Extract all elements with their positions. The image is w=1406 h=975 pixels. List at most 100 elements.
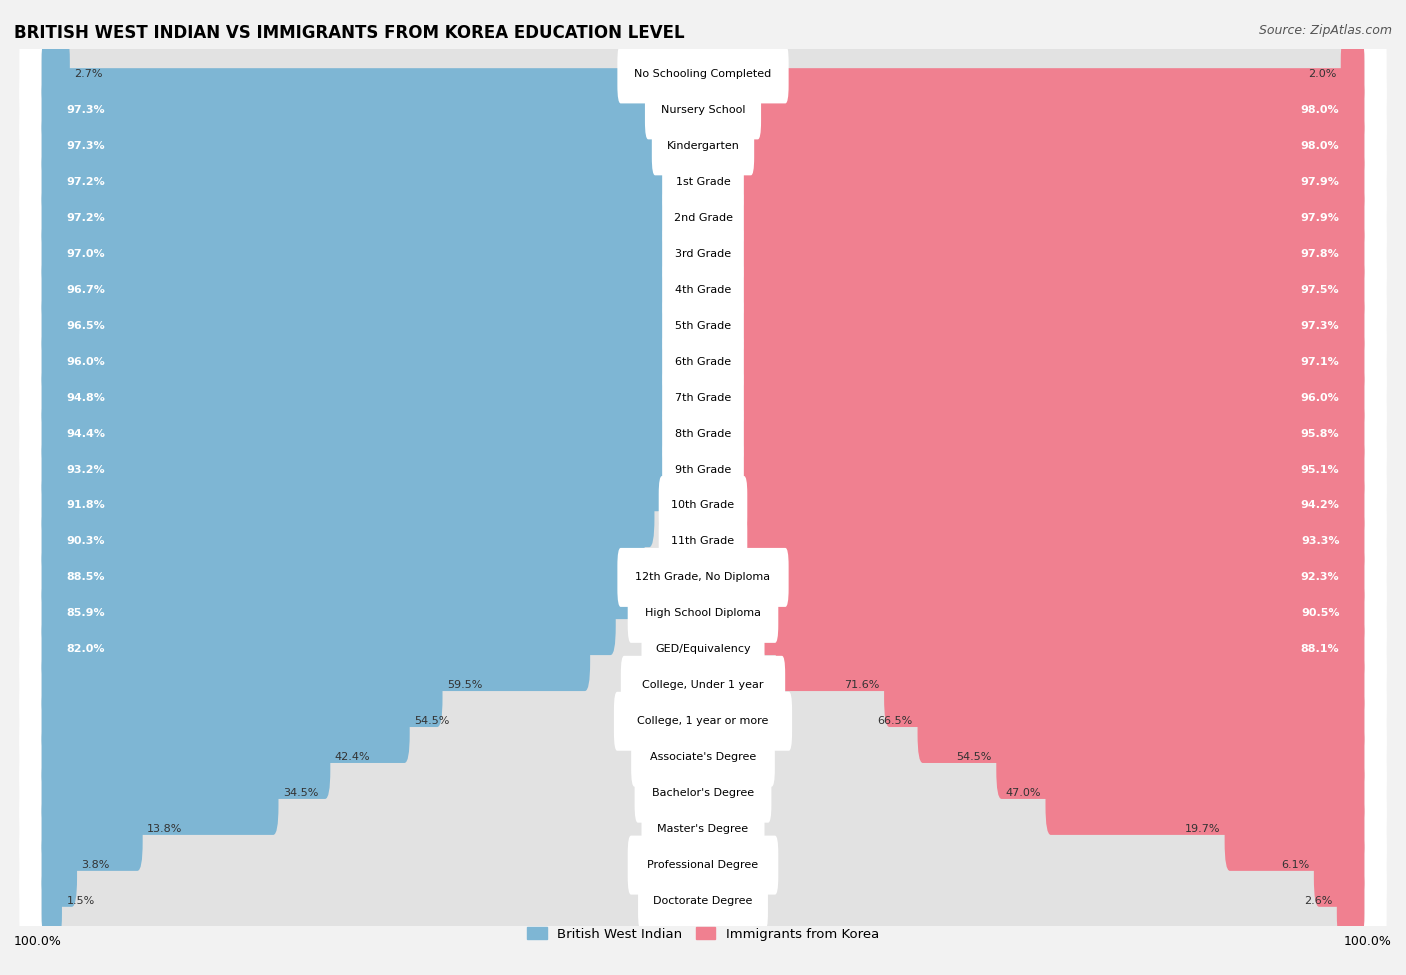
Text: 97.1%: 97.1% <box>1301 357 1340 367</box>
Text: 2.7%: 2.7% <box>75 69 103 79</box>
Text: 9th Grade: 9th Grade <box>675 464 731 475</box>
FancyBboxPatch shape <box>42 212 1364 295</box>
Text: 96.0%: 96.0% <box>1301 393 1340 403</box>
Text: 34.5%: 34.5% <box>283 788 318 799</box>
Text: 97.9%: 97.9% <box>1301 176 1340 187</box>
Text: 100.0%: 100.0% <box>14 935 62 948</box>
FancyBboxPatch shape <box>42 140 690 223</box>
FancyBboxPatch shape <box>42 500 644 583</box>
FancyBboxPatch shape <box>20 340 1386 455</box>
FancyBboxPatch shape <box>42 140 1364 223</box>
FancyBboxPatch shape <box>627 836 779 895</box>
Text: 66.5%: 66.5% <box>877 717 912 726</box>
FancyBboxPatch shape <box>20 736 1386 851</box>
FancyBboxPatch shape <box>42 356 673 440</box>
Text: 11th Grade: 11th Grade <box>672 536 734 546</box>
Text: 88.1%: 88.1% <box>1301 644 1340 654</box>
Text: 96.7%: 96.7% <box>66 285 105 294</box>
Text: 10th Grade: 10th Grade <box>672 500 734 511</box>
Text: 3.8%: 3.8% <box>82 860 110 870</box>
FancyBboxPatch shape <box>42 752 278 835</box>
Legend: British West Indian, Immigrants from Korea: British West Indian, Immigrants from Kor… <box>522 922 884 946</box>
Text: 92.3%: 92.3% <box>1301 572 1340 582</box>
Text: Source: ZipAtlas.com: Source: ZipAtlas.com <box>1258 24 1392 37</box>
FancyBboxPatch shape <box>20 17 1386 132</box>
FancyBboxPatch shape <box>617 548 789 606</box>
FancyBboxPatch shape <box>42 680 409 763</box>
FancyBboxPatch shape <box>711 140 1364 223</box>
Text: 97.9%: 97.9% <box>1301 213 1340 222</box>
Text: 90.3%: 90.3% <box>66 536 105 546</box>
Text: 4th Grade: 4th Grade <box>675 285 731 294</box>
Text: 94.4%: 94.4% <box>66 429 105 439</box>
FancyBboxPatch shape <box>20 89 1386 204</box>
FancyBboxPatch shape <box>42 68 1364 151</box>
FancyBboxPatch shape <box>42 824 1364 907</box>
FancyBboxPatch shape <box>42 104 690 187</box>
FancyBboxPatch shape <box>634 763 772 823</box>
FancyBboxPatch shape <box>1046 752 1364 835</box>
FancyBboxPatch shape <box>42 824 77 907</box>
Text: BRITISH WEST INDIAN VS IMMIGRANTS FROM KOREA EDUCATION LEVEL: BRITISH WEST INDIAN VS IMMIGRANTS FROM K… <box>14 24 685 42</box>
FancyBboxPatch shape <box>20 232 1386 347</box>
Text: 5th Grade: 5th Grade <box>675 321 731 331</box>
FancyBboxPatch shape <box>662 440 744 499</box>
Text: 97.0%: 97.0% <box>66 249 105 258</box>
Text: 93.3%: 93.3% <box>1301 536 1340 546</box>
Text: 98.0%: 98.0% <box>1301 105 1340 115</box>
FancyBboxPatch shape <box>42 716 330 799</box>
Text: 47.0%: 47.0% <box>1005 788 1040 799</box>
FancyBboxPatch shape <box>20 160 1386 275</box>
Text: Doctorate Degree: Doctorate Degree <box>654 896 752 906</box>
Text: Professional Degree: Professional Degree <box>647 860 759 870</box>
Text: College, 1 year or more: College, 1 year or more <box>637 717 769 726</box>
Text: Bachelor's Degree: Bachelor's Degree <box>652 788 754 799</box>
FancyBboxPatch shape <box>714 248 1364 332</box>
FancyBboxPatch shape <box>725 392 1364 475</box>
Text: 6.1%: 6.1% <box>1281 860 1309 870</box>
FancyBboxPatch shape <box>884 644 1364 727</box>
FancyBboxPatch shape <box>617 45 789 103</box>
FancyBboxPatch shape <box>20 556 1386 671</box>
FancyBboxPatch shape <box>20 592 1386 707</box>
FancyBboxPatch shape <box>42 859 1364 943</box>
FancyBboxPatch shape <box>20 53 1386 168</box>
Text: 6th Grade: 6th Grade <box>675 357 731 367</box>
FancyBboxPatch shape <box>662 369 744 427</box>
Text: Associate's Degree: Associate's Degree <box>650 753 756 762</box>
Text: Nursery School: Nursery School <box>661 105 745 115</box>
Text: 90.5%: 90.5% <box>1301 608 1340 618</box>
FancyBboxPatch shape <box>20 268 1386 383</box>
FancyBboxPatch shape <box>42 571 616 655</box>
Text: 1st Grade: 1st Grade <box>676 176 730 187</box>
FancyBboxPatch shape <box>662 332 744 391</box>
FancyBboxPatch shape <box>42 32 70 116</box>
Text: Kindergarten: Kindergarten <box>666 140 740 151</box>
FancyBboxPatch shape <box>42 356 1364 440</box>
FancyBboxPatch shape <box>638 872 768 930</box>
Text: 97.5%: 97.5% <box>1301 285 1340 294</box>
FancyBboxPatch shape <box>645 80 761 139</box>
Text: 71.6%: 71.6% <box>844 681 880 690</box>
FancyBboxPatch shape <box>1341 32 1364 116</box>
FancyBboxPatch shape <box>42 716 1364 799</box>
FancyBboxPatch shape <box>42 607 1364 691</box>
FancyBboxPatch shape <box>42 320 1364 404</box>
FancyBboxPatch shape <box>711 176 1364 259</box>
FancyBboxPatch shape <box>748 535 1364 619</box>
Text: 97.8%: 97.8% <box>1301 249 1340 258</box>
FancyBboxPatch shape <box>918 680 1364 763</box>
FancyBboxPatch shape <box>724 356 1364 440</box>
FancyBboxPatch shape <box>42 428 1364 511</box>
Text: 96.5%: 96.5% <box>66 321 105 331</box>
FancyBboxPatch shape <box>717 320 1364 404</box>
FancyBboxPatch shape <box>658 476 748 535</box>
Text: 97.3%: 97.3% <box>1301 321 1340 331</box>
Text: 91.8%: 91.8% <box>66 500 105 511</box>
FancyBboxPatch shape <box>42 428 664 511</box>
FancyBboxPatch shape <box>42 535 633 619</box>
FancyBboxPatch shape <box>1313 824 1364 907</box>
Text: 96.0%: 96.0% <box>66 357 105 367</box>
Text: 54.5%: 54.5% <box>415 717 450 726</box>
FancyBboxPatch shape <box>20 843 1386 958</box>
